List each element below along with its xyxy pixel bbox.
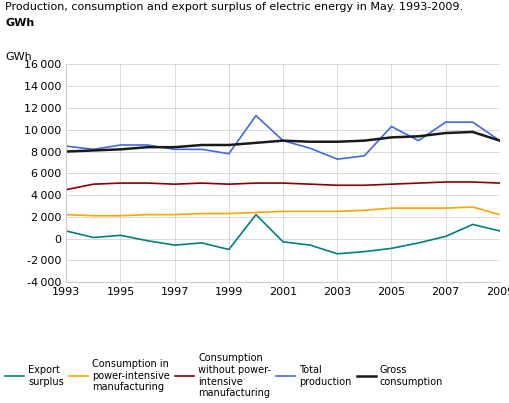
Total
production: [199, 147, 205, 152]
Consumption in
power-intensive
manufacturing: [360, 208, 366, 213]
Consumption
without power-
intensive
manufacturing: [63, 187, 69, 192]
Total
production: [144, 143, 150, 147]
Gross
consumption: [333, 139, 340, 144]
Total
production: [225, 151, 232, 156]
Gross
consumption: [144, 145, 150, 150]
Export
surplus: [442, 234, 448, 239]
Total
production: [172, 147, 178, 152]
Consumption
without power-
intensive
manufacturing: [333, 183, 340, 188]
Text: GWh: GWh: [5, 18, 34, 28]
Export
surplus: [63, 229, 69, 233]
Consumption
without power-
intensive
manufacturing: [279, 181, 286, 185]
Consumption
without power-
intensive
manufacturing: [117, 181, 123, 185]
Consumption in
power-intensive
manufacturing: [388, 206, 394, 210]
Total
production: [306, 146, 313, 151]
Text: GWh: GWh: [5, 52, 32, 62]
Consumption
without power-
intensive
manufacturing: [172, 182, 178, 187]
Consumption
without power-
intensive
manufacturing: [388, 182, 394, 187]
Gross
consumption: [415, 134, 421, 139]
Consumption in
power-intensive
manufacturing: [225, 211, 232, 216]
Export
surplus: [360, 249, 366, 254]
Consumption in
power-intensive
manufacturing: [306, 209, 313, 214]
Consumption in
power-intensive
manufacturing: [199, 211, 205, 216]
Consumption
without power-
intensive
manufacturing: [252, 181, 259, 185]
Consumption
without power-
intensive
manufacturing: [469, 180, 475, 185]
Text: Production, consumption and export surplus of electric energy in May. 1993-2009.: Production, consumption and export surpl…: [5, 2, 462, 12]
Line: Gross
consumption: Gross consumption: [66, 132, 499, 152]
Gross
consumption: [442, 131, 448, 135]
Gross
consumption: [225, 143, 232, 147]
Gross
consumption: [388, 135, 394, 140]
Consumption
without power-
intensive
manufacturing: [442, 180, 448, 185]
Consumption
without power-
intensive
manufacturing: [225, 182, 232, 187]
Total
production: [63, 143, 69, 148]
Export
surplus: [90, 235, 96, 240]
Export
surplus: [496, 229, 502, 233]
Gross
consumption: [199, 143, 205, 147]
Consumption
without power-
intensive
manufacturing: [496, 181, 502, 185]
Consumption in
power-intensive
manufacturing: [279, 209, 286, 214]
Consumption in
power-intensive
manufacturing: [333, 209, 340, 214]
Consumption
without power-
intensive
manufacturing: [199, 181, 205, 185]
Total
production: [442, 120, 448, 125]
Consumption in
power-intensive
manufacturing: [172, 212, 178, 217]
Line: Total
production: Total production: [66, 116, 499, 159]
Total
production: [388, 124, 394, 129]
Total
production: [469, 120, 475, 125]
Consumption in
power-intensive
manufacturing: [415, 206, 421, 210]
Legend: Export
surplus, Consumption in
power-intensive
manufacturing, Consumption
withou: Export surplus, Consumption in power-int…: [5, 353, 442, 398]
Consumption in
power-intensive
manufacturing: [469, 205, 475, 210]
Consumption in
power-intensive
manufacturing: [117, 213, 123, 218]
Consumption
without power-
intensive
manufacturing: [415, 181, 421, 185]
Total
production: [333, 157, 340, 162]
Gross
consumption: [117, 147, 123, 152]
Line: Consumption
without power-
intensive
manufacturing: Consumption without power- intensive man…: [66, 182, 499, 189]
Consumption
without power-
intensive
manufacturing: [90, 182, 96, 187]
Gross
consumption: [63, 149, 69, 154]
Gross
consumption: [469, 129, 475, 134]
Gross
consumption: [172, 145, 178, 150]
Gross
consumption: [306, 139, 313, 144]
Consumption in
power-intensive
manufacturing: [63, 212, 69, 217]
Export
surplus: [279, 239, 286, 244]
Consumption
without power-
intensive
manufacturing: [360, 183, 366, 188]
Export
surplus: [199, 241, 205, 245]
Export
surplus: [333, 251, 340, 256]
Total
production: [90, 147, 96, 152]
Line: Consumption in
power-intensive
manufacturing: Consumption in power-intensive manufactu…: [66, 207, 499, 216]
Line: Export
surplus: Export surplus: [66, 215, 499, 254]
Export
surplus: [117, 233, 123, 238]
Export
surplus: [306, 243, 313, 247]
Gross
consumption: [252, 140, 259, 145]
Consumption
without power-
intensive
manufacturing: [144, 181, 150, 185]
Consumption in
power-intensive
manufacturing: [252, 210, 259, 215]
Gross
consumption: [279, 138, 286, 143]
Gross
consumption: [90, 148, 96, 153]
Consumption in
power-intensive
manufacturing: [496, 212, 502, 217]
Total
production: [496, 138, 502, 143]
Total
production: [252, 113, 259, 118]
Export
surplus: [144, 238, 150, 243]
Export
surplus: [172, 243, 178, 247]
Consumption in
power-intensive
manufacturing: [144, 212, 150, 217]
Total
production: [415, 138, 421, 143]
Export
surplus: [469, 222, 475, 227]
Total
production: [117, 143, 123, 147]
Export
surplus: [225, 247, 232, 252]
Consumption in
power-intensive
manufacturing: [90, 213, 96, 218]
Consumption in
power-intensive
manufacturing: [442, 206, 448, 210]
Gross
consumption: [496, 138, 502, 143]
Consumption
without power-
intensive
manufacturing: [306, 182, 313, 187]
Export
surplus: [252, 212, 259, 217]
Total
production: [279, 138, 286, 143]
Gross
consumption: [360, 138, 366, 143]
Export
surplus: [415, 241, 421, 245]
Export
surplus: [388, 246, 394, 251]
Total
production: [360, 154, 366, 158]
